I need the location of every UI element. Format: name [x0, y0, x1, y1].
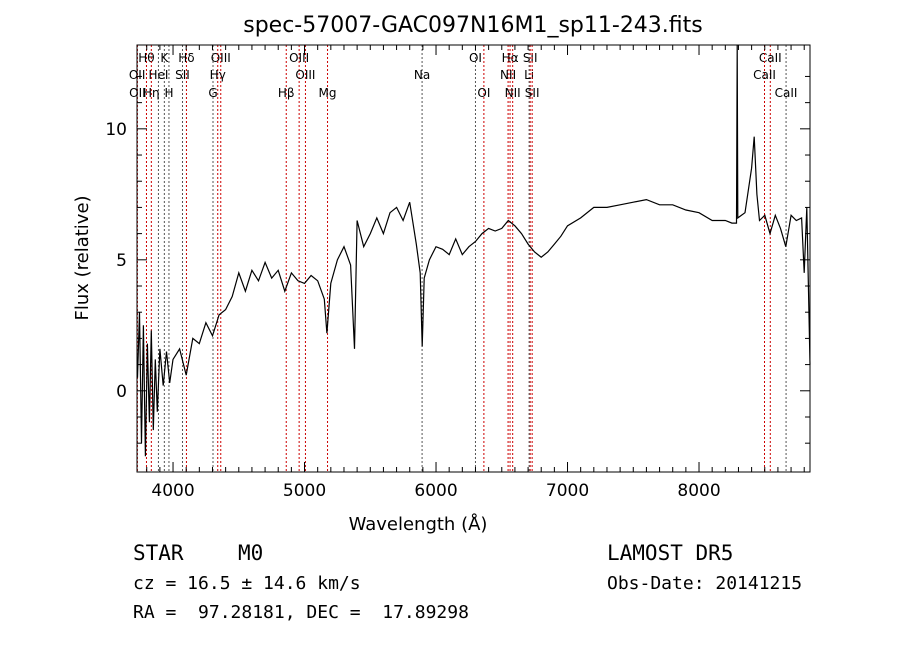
spectral-line-label: G	[208, 86, 217, 100]
plot-frame	[136, 44, 811, 473]
spectral-line-label: Hη	[143, 86, 160, 100]
x-tick-label: 8000	[677, 481, 720, 501]
spectral-line-label: OIII	[211, 51, 231, 65]
object-class: STAR	[133, 541, 184, 565]
spectral-line-label: OI	[477, 86, 490, 100]
spectral-line-label: Hβ	[278, 86, 295, 100]
x-tick-label: 7000	[546, 481, 589, 501]
spectrum-line	[136, 44, 811, 457]
survey-name: LAMOST DR5	[607, 541, 734, 565]
spectral-line-label: SII	[523, 51, 538, 65]
x-tick-label: 5000	[283, 481, 326, 501]
x-tick-label: 6000	[414, 481, 457, 501]
obs-date: Obs-Date: 20141215	[607, 573, 803, 594]
spectral-line-label: Hγ	[210, 68, 226, 82]
x-tick-label: 4000	[151, 481, 194, 501]
spectral-line-label: NII	[505, 86, 521, 100]
spectral-line-label: H	[164, 86, 173, 100]
y-tick-label: 10	[105, 120, 127, 140]
spectral-line-label: CaII	[753, 68, 776, 82]
x-axis-label: Wavelength (Å)	[349, 513, 488, 535]
spectral-line-label: Hθ	[138, 51, 154, 65]
spectral-line-label: Li	[524, 68, 534, 82]
chart-title: spec-57007-GAC097N16M1_sp11-243.fits	[243, 13, 703, 38]
y-axis-label: Flux (relative)	[72, 195, 93, 320]
spectral-line-label: SII	[175, 68, 190, 82]
spectral-line-label: Hδ	[178, 51, 194, 65]
spectral-line-label: OI	[469, 51, 482, 65]
object-subclass: M0	[238, 541, 264, 565]
spectral-line-label: CaII	[775, 86, 798, 100]
y-tick-label: 0	[116, 382, 127, 402]
y-tick-label: 5	[116, 251, 127, 271]
spectral-line-label: OIII	[289, 51, 309, 65]
spectral-line-label: SII	[525, 86, 540, 100]
spectral-line-label: Hα	[502, 51, 519, 65]
spectral-line-label: NII	[500, 68, 516, 82]
ra-dec: RA = 97.28181, DEC = 17.89298	[133, 602, 469, 623]
spectral-line-label: Mg	[319, 86, 337, 100]
spectral-line-label: OIII	[295, 68, 315, 82]
spectral-line-label: CaII	[759, 51, 782, 65]
redshift-cz: cz = 16.5 ± 14.6 km/s	[133, 573, 361, 594]
spectral-line-label: Na	[414, 68, 430, 82]
spectral-line-label: K	[160, 51, 169, 65]
spectral-line-label: HeI	[148, 68, 168, 82]
